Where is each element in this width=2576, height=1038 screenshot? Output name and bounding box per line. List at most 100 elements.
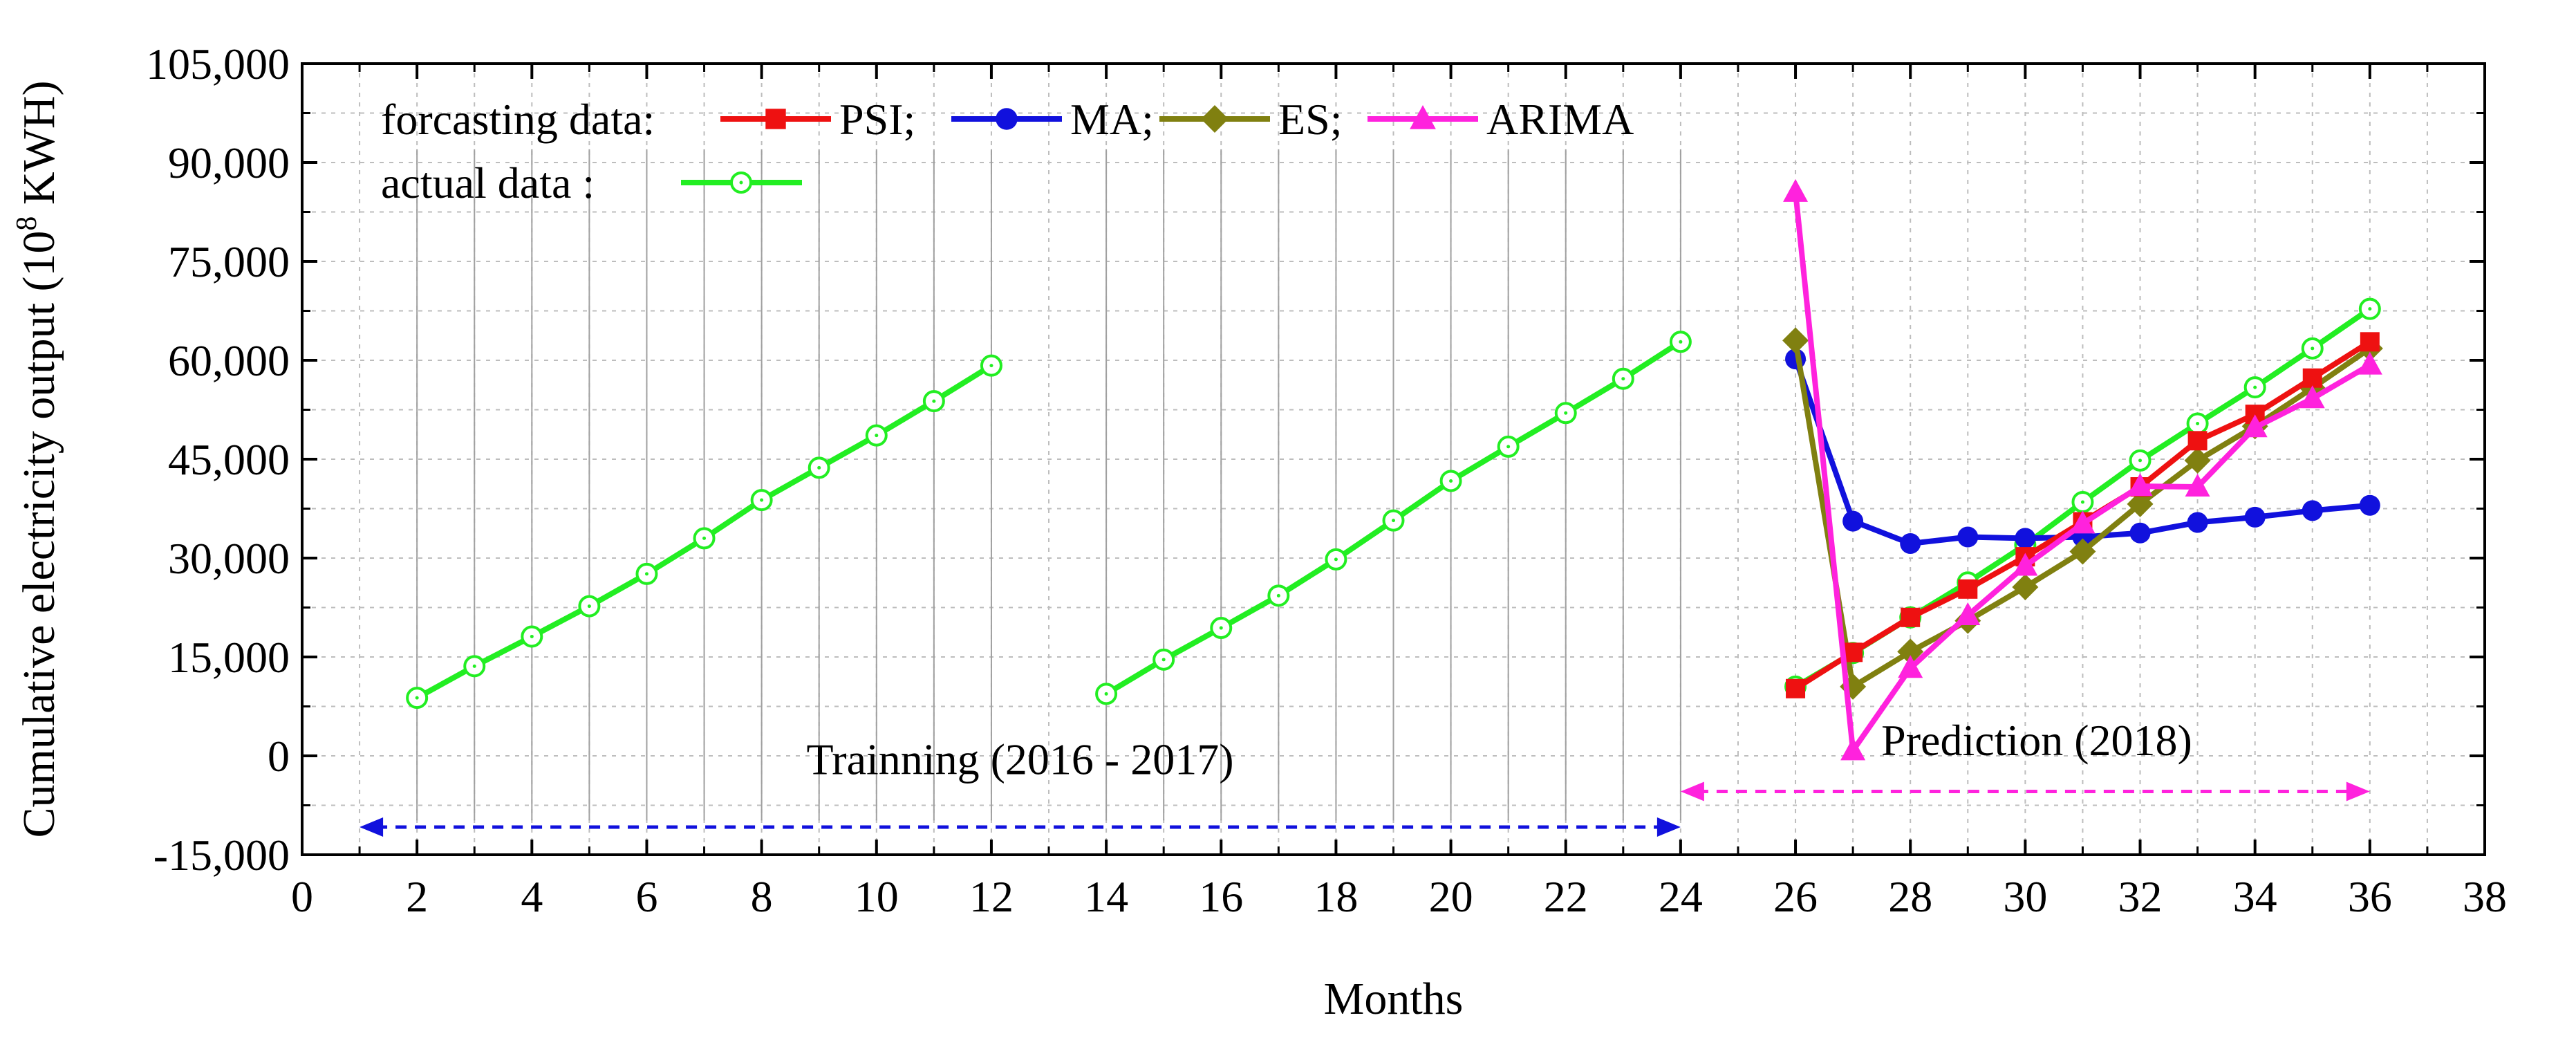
- open-circle-marker: [865, 424, 888, 447]
- legend-label-MA: MA;: [1070, 95, 1154, 144]
- x-tick-label: 30: [2003, 872, 2047, 921]
- open-circle-marker: [2129, 449, 2152, 472]
- marker-dot: [1392, 519, 1395, 523]
- marker-dot: [1219, 626, 1223, 630]
- open-circle-marker: [2243, 376, 2266, 399]
- triangle-marker: [2357, 351, 2382, 375]
- series-group: [406, 178, 2383, 761]
- diamond-marker: [1782, 327, 1809, 354]
- series-ARIMA: [1783, 178, 2382, 761]
- x-tick-label: 0: [291, 872, 313, 921]
- triangle-marker: [2013, 553, 2038, 576]
- legend-forecast-label: forcasting data:: [381, 95, 655, 144]
- open-circle-marker: [1439, 470, 1462, 492]
- marker-dot: [760, 498, 764, 502]
- marker-dot: [2253, 385, 2257, 389]
- arrow-head-left: [1680, 781, 1704, 801]
- x-tick-label: 14: [1084, 872, 1128, 921]
- legend-item-MA: MA;: [951, 95, 1154, 144]
- marker-dot: [2138, 458, 2143, 463]
- legend-item-actual: [681, 172, 802, 194]
- y-tick-label: -15,000: [153, 831, 290, 880]
- open-circle-marker: [1382, 509, 1405, 532]
- triangle-marker: [2185, 474, 2210, 497]
- x-tick-label: 28: [1888, 872, 1932, 921]
- annotation-label: Trainning (2016 - 2017): [806, 735, 1233, 784]
- triangle-marker: [2299, 385, 2325, 409]
- triangle-marker: [2070, 510, 2096, 534]
- y-axis-title-main: Cumulative electricity output (10: [14, 231, 64, 838]
- diamond-marker: [1201, 105, 1229, 133]
- x-tick-label: 22: [1544, 872, 1588, 921]
- y-axis-title-end: KWH): [14, 80, 64, 216]
- x-tick-label: 36: [2348, 872, 2392, 921]
- diamond-marker: [2012, 573, 2039, 600]
- marker-dot: [2196, 422, 2200, 426]
- marker-dot: [1621, 377, 1625, 381]
- x-tick-label: 24: [1659, 872, 1703, 921]
- x-tick-label: 8: [751, 872, 773, 921]
- open-circle-marker: [693, 527, 716, 550]
- annotation-label: Prediction (2018): [1881, 716, 2192, 765]
- training-arrow: Trainning (2016 - 2017): [360, 735, 1681, 837]
- x-tick-label: 34: [2233, 872, 2277, 921]
- y-tick-label: 90,000: [168, 138, 290, 187]
- circle-marker: [1842, 510, 1864, 532]
- circle-marker: [2187, 512, 2208, 533]
- legend-label-ARIMA: ARIMA: [1486, 95, 1634, 144]
- diamond-marker: [2184, 447, 2211, 474]
- open-circle-marker: [2358, 297, 2381, 320]
- marker-dot: [472, 664, 476, 668]
- open-circle-marker: [1612, 367, 1634, 390]
- y-tick-label: 45,000: [168, 435, 290, 484]
- marker-dot: [1276, 593, 1280, 597]
- triangle-marker: [2127, 473, 2153, 497]
- open-circle-marker: [635, 562, 658, 585]
- square-marker: [2302, 368, 2322, 388]
- triangle-marker: [2242, 414, 2268, 438]
- ticks: 0 2 4 6 8 10 12 14 16 18 20 22 24 26 28 30 32 34 36 38-15,0…: [146, 39, 2507, 921]
- y-tick-label: 60,000: [168, 336, 290, 385]
- marker-dot: [1449, 479, 1453, 483]
- circle-marker: [2359, 494, 2380, 516]
- legend-item-ARIMA: ARIMA: [1368, 95, 1634, 144]
- grid: [302, 64, 2485, 855]
- x-tick-label: 26: [1773, 872, 1818, 921]
- x-tick-label: 32: [2118, 872, 2163, 921]
- legend: forcasting data: PSI; MA; ES; ARIMA actual da…: [381, 95, 1634, 207]
- marker-dot: [1104, 692, 1108, 696]
- circle-marker: [2129, 522, 2151, 544]
- open-circle-marker: [2186, 412, 2209, 435]
- x-tick-label: 20: [1429, 872, 1473, 921]
- square-marker: [1786, 678, 1806, 698]
- open-circle-marker: [2071, 490, 2094, 513]
- circle-marker: [1957, 526, 1979, 548]
- open-circle-marker: [1554, 402, 1577, 425]
- open-circle-marker: [1210, 617, 1233, 640]
- y-tick-label: 30,000: [168, 534, 290, 583]
- open-circle-marker: [922, 390, 945, 413]
- square-marker: [1843, 642, 1863, 662]
- open-circle-marker: [1095, 683, 1118, 705]
- marker-dot: [875, 434, 879, 438]
- marker-dot: [415, 696, 419, 700]
- marker-dot: [989, 364, 993, 368]
- legend-label-PSI: PSI;: [839, 95, 915, 144]
- open-circle-marker: [521, 625, 543, 648]
- circle-marker: [996, 108, 1018, 130]
- x-axis-title: Months: [1324, 974, 1464, 1024]
- x-tick-label: 6: [635, 872, 657, 921]
- x-tick-label: 2: [406, 872, 428, 921]
- marker-dot: [2368, 307, 2372, 311]
- marker-dot: [2311, 346, 2315, 351]
- diamond-marker: [2127, 490, 2154, 517]
- circle-marker: [2244, 506, 2266, 528]
- series-ES: [1782, 327, 2383, 700]
- x-tick-label: 12: [969, 872, 1014, 921]
- circle-marker: [1900, 533, 1921, 555]
- marker-dot: [530, 634, 534, 638]
- legend-label-ES: ES;: [1278, 95, 1342, 144]
- open-circle-marker: [1497, 435, 1520, 458]
- open-circle-marker: [1267, 584, 1290, 607]
- marker-dot: [932, 399, 936, 403]
